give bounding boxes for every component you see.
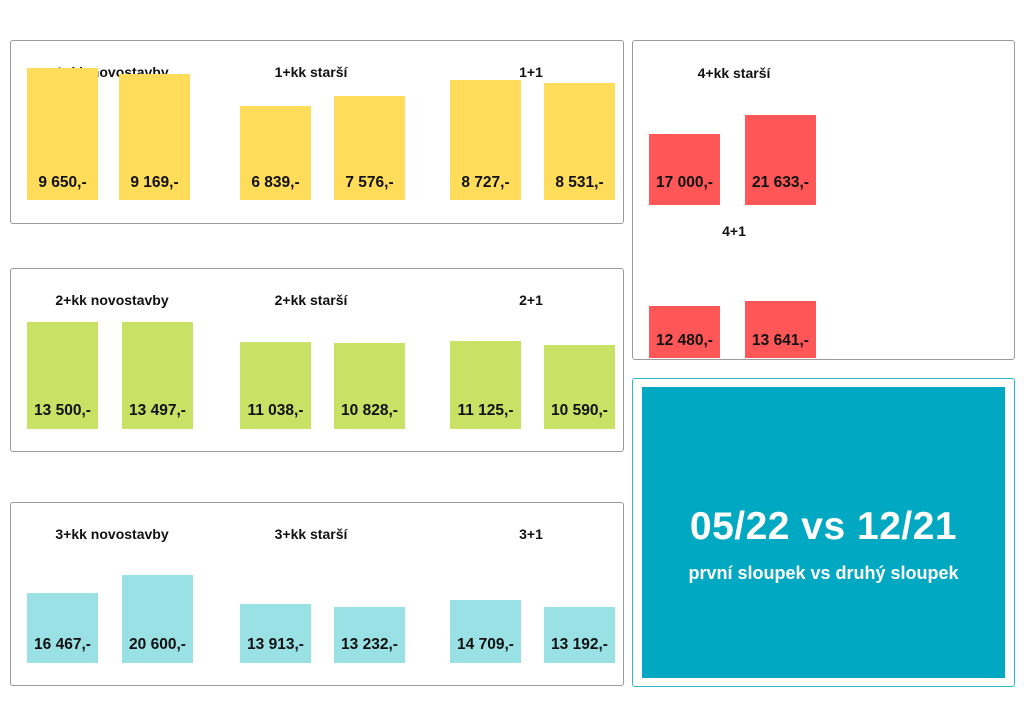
bar-label: 14 709,- bbox=[457, 636, 514, 653]
group-title: 2+kk starší bbox=[274, 292, 348, 308]
bar-label: 20 600,- bbox=[129, 636, 186, 653]
bar-label: 16 467,- bbox=[34, 636, 91, 653]
group-title: 3+kk novostavby bbox=[55, 526, 169, 542]
bar bbox=[240, 603, 311, 663]
bar bbox=[27, 322, 98, 429]
bar bbox=[450, 341, 521, 429]
bar bbox=[450, 600, 521, 663]
bar-label: 10 590,- bbox=[551, 402, 608, 419]
group-title: 4+kk starší bbox=[697, 65, 771, 81]
bar bbox=[649, 305, 720, 358]
group-title: 3+1 bbox=[519, 526, 543, 542]
bar-label: 7 576,- bbox=[345, 174, 394, 191]
bar-label: 12 480,- bbox=[656, 332, 713, 349]
group-title: 1+kk starší bbox=[274, 64, 348, 80]
bar bbox=[544, 83, 615, 200]
bar-label: 13 497,- bbox=[129, 402, 186, 419]
bar-label: 9 650,- bbox=[38, 174, 87, 191]
bar-label: 9 169,- bbox=[130, 174, 179, 191]
bar-label: 11 038,- bbox=[247, 402, 304, 419]
bar bbox=[649, 133, 720, 205]
bar bbox=[27, 67, 98, 200]
bar-label: 13 913,- bbox=[247, 636, 304, 653]
summary-note: první sloupek vs druhý sloupek bbox=[688, 563, 959, 583]
bar-label: 13 192,- bbox=[551, 636, 608, 653]
panel-row-2 bbox=[10, 268, 624, 452]
panel-row-1 bbox=[10, 40, 624, 224]
group-title: 3+kk starší bbox=[274, 526, 348, 542]
bar-label: 11 125,- bbox=[457, 402, 514, 419]
bar-label: 10 828,- bbox=[341, 402, 398, 419]
bar bbox=[334, 343, 405, 429]
bar bbox=[122, 322, 193, 429]
summary-panel: 05/22 vs 12/21 první sloupek vs druhý sl… bbox=[642, 387, 1005, 678]
bar-label: 13 641,- bbox=[752, 332, 809, 349]
group-title: 1+1 bbox=[519, 64, 543, 80]
group-title: 4+1 bbox=[722, 223, 746, 239]
summary-box: 05/22 vs 12/21 první sloupek vs druhý sl… bbox=[632, 378, 1015, 687]
bar-label: 21 633,- bbox=[752, 174, 809, 191]
bar-label: 8 727,- bbox=[461, 174, 510, 191]
bar-label: 13 500,- bbox=[34, 402, 91, 419]
bar bbox=[450, 80, 521, 200]
bar-label: 8 531,- bbox=[555, 174, 604, 191]
bar bbox=[119, 74, 190, 200]
bar bbox=[334, 96, 405, 200]
bar bbox=[745, 114, 816, 205]
bar bbox=[334, 606, 405, 663]
bar bbox=[544, 345, 615, 429]
bar bbox=[122, 575, 193, 663]
group-title: 2+1 bbox=[519, 292, 543, 308]
bar-label: 17 000,- bbox=[656, 174, 713, 191]
bar bbox=[240, 106, 311, 200]
summary-period: 05/22 vs 12/21 bbox=[689, 505, 958, 548]
bar-label: 6 839,- bbox=[251, 174, 300, 191]
bar-label: 13 232,- bbox=[341, 636, 398, 653]
group-title: 2+kk novostavby bbox=[55, 292, 169, 308]
bar bbox=[27, 593, 98, 663]
bar bbox=[745, 300, 816, 358]
bar bbox=[544, 606, 615, 663]
bar bbox=[240, 341, 311, 429]
panel-row-3 bbox=[10, 502, 624, 686]
